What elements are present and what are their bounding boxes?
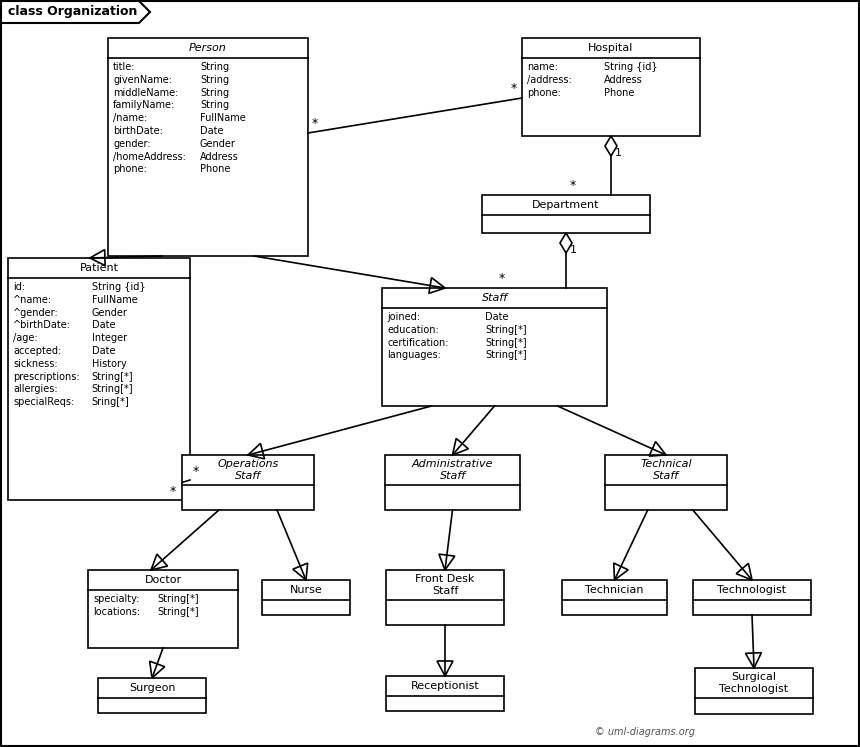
Text: class Organization: class Organization: [8, 5, 138, 19]
Bar: [605, 455, 727, 510]
Text: String {id}: String {id}: [92, 282, 145, 292]
Text: History: History: [92, 359, 126, 369]
Text: Gender: Gender: [200, 139, 236, 149]
Text: String[*]: String[*]: [157, 607, 199, 617]
Text: *: *: [169, 485, 176, 498]
Text: String[*]: String[*]: [486, 350, 527, 360]
Text: String[*]: String[*]: [92, 371, 133, 382]
Text: String: String: [200, 87, 229, 98]
Text: joined:: joined:: [387, 312, 420, 322]
Text: String[*]: String[*]: [486, 325, 527, 335]
Text: Surgeon: Surgeon: [129, 683, 175, 693]
Text: Gender: Gender: [92, 308, 127, 317]
Bar: [693, 580, 811, 615]
Text: String {id}: String {id}: [604, 62, 658, 72]
Text: Technologist: Technologist: [717, 585, 787, 595]
Text: Doctor: Doctor: [144, 575, 181, 585]
Bar: [88, 570, 238, 648]
Text: Staff: Staff: [482, 293, 507, 303]
Bar: [108, 38, 308, 256]
Text: languages:: languages:: [387, 350, 441, 360]
Bar: [522, 38, 700, 136]
Text: Sring[*]: Sring[*]: [92, 397, 130, 407]
Text: *: *: [570, 179, 576, 192]
Text: *: *: [511, 82, 517, 95]
Text: 1: 1: [615, 148, 622, 158]
Text: Phone: Phone: [604, 87, 635, 98]
Text: String: String: [200, 75, 229, 85]
Text: *: *: [499, 272, 505, 285]
Text: certification:: certification:: [387, 338, 449, 347]
Text: Phone: Phone: [200, 164, 230, 174]
Text: /homeAddress:: /homeAddress:: [113, 152, 186, 161]
Text: birthDate:: birthDate:: [113, 126, 163, 136]
Text: FullName: FullName: [200, 114, 246, 123]
Text: education:: education:: [387, 325, 439, 335]
Text: ^birthDate:: ^birthDate:: [13, 320, 71, 330]
Text: phone:: phone:: [527, 87, 561, 98]
Bar: [695, 668, 813, 714]
Bar: [8, 258, 190, 500]
Text: ^name:: ^name:: [13, 295, 52, 305]
Text: familyName:: familyName:: [113, 100, 175, 111]
Text: allergies:: allergies:: [13, 385, 58, 394]
Text: givenName:: givenName:: [113, 75, 172, 85]
Text: String[*]: String[*]: [486, 338, 527, 347]
Text: Front Desk
Staff: Front Desk Staff: [415, 574, 475, 596]
Text: specialReqs:: specialReqs:: [13, 397, 74, 407]
Text: accepted:: accepted:: [13, 346, 61, 356]
Bar: [482, 195, 650, 233]
Text: Operations
Staff: Operations Staff: [218, 459, 279, 481]
Bar: [385, 455, 520, 510]
Text: Technician: Technician: [586, 585, 644, 595]
Text: middleName:: middleName:: [113, 87, 178, 98]
Bar: [386, 676, 504, 711]
Bar: [382, 288, 607, 406]
Text: Technical
Staff: Technical Staff: [640, 459, 691, 481]
Bar: [386, 570, 504, 625]
Text: FullName: FullName: [92, 295, 138, 305]
Text: Integer: Integer: [92, 333, 126, 343]
Text: id:: id:: [13, 282, 25, 292]
Text: Address: Address: [200, 152, 239, 161]
Text: Date: Date: [92, 320, 115, 330]
Text: Address: Address: [604, 75, 642, 85]
Text: Nurse: Nurse: [290, 585, 322, 595]
Text: title:: title:: [113, 62, 136, 72]
Text: ^gender:: ^gender:: [13, 308, 58, 317]
Text: *: *: [193, 465, 200, 478]
Text: Surgical
Technologist: Surgical Technologist: [720, 672, 789, 694]
Text: Date: Date: [200, 126, 224, 136]
Text: specialty:: specialty:: [93, 594, 139, 604]
Text: © uml-diagrams.org: © uml-diagrams.org: [595, 727, 695, 737]
Bar: [262, 580, 350, 615]
Text: Person: Person: [189, 43, 227, 53]
Text: name:: name:: [527, 62, 558, 72]
Text: phone:: phone:: [113, 164, 147, 174]
Text: String[*]: String[*]: [92, 385, 133, 394]
Text: *: *: [312, 117, 318, 130]
Polygon shape: [1, 1, 150, 23]
Text: locations:: locations:: [93, 607, 140, 617]
Text: Date: Date: [486, 312, 509, 322]
Text: String: String: [200, 100, 229, 111]
Text: /address:: /address:: [527, 75, 572, 85]
Text: Department: Department: [532, 200, 599, 210]
Text: Patient: Patient: [79, 263, 119, 273]
Text: String[*]: String[*]: [157, 594, 199, 604]
Text: Receptionist: Receptionist: [410, 681, 479, 691]
Text: Hospital: Hospital: [588, 43, 634, 53]
Text: String: String: [200, 62, 229, 72]
Bar: [182, 455, 314, 510]
Text: /name:: /name:: [113, 114, 147, 123]
Text: gender:: gender:: [113, 139, 150, 149]
Bar: [98, 678, 206, 713]
Text: sickness:: sickness:: [13, 359, 58, 369]
Text: prescriptions:: prescriptions:: [13, 371, 80, 382]
Text: Administrative
Staff: Administrative Staff: [412, 459, 494, 481]
Text: /age:: /age:: [13, 333, 38, 343]
Text: Date: Date: [92, 346, 115, 356]
Bar: [562, 580, 667, 615]
Text: 1: 1: [570, 245, 577, 255]
